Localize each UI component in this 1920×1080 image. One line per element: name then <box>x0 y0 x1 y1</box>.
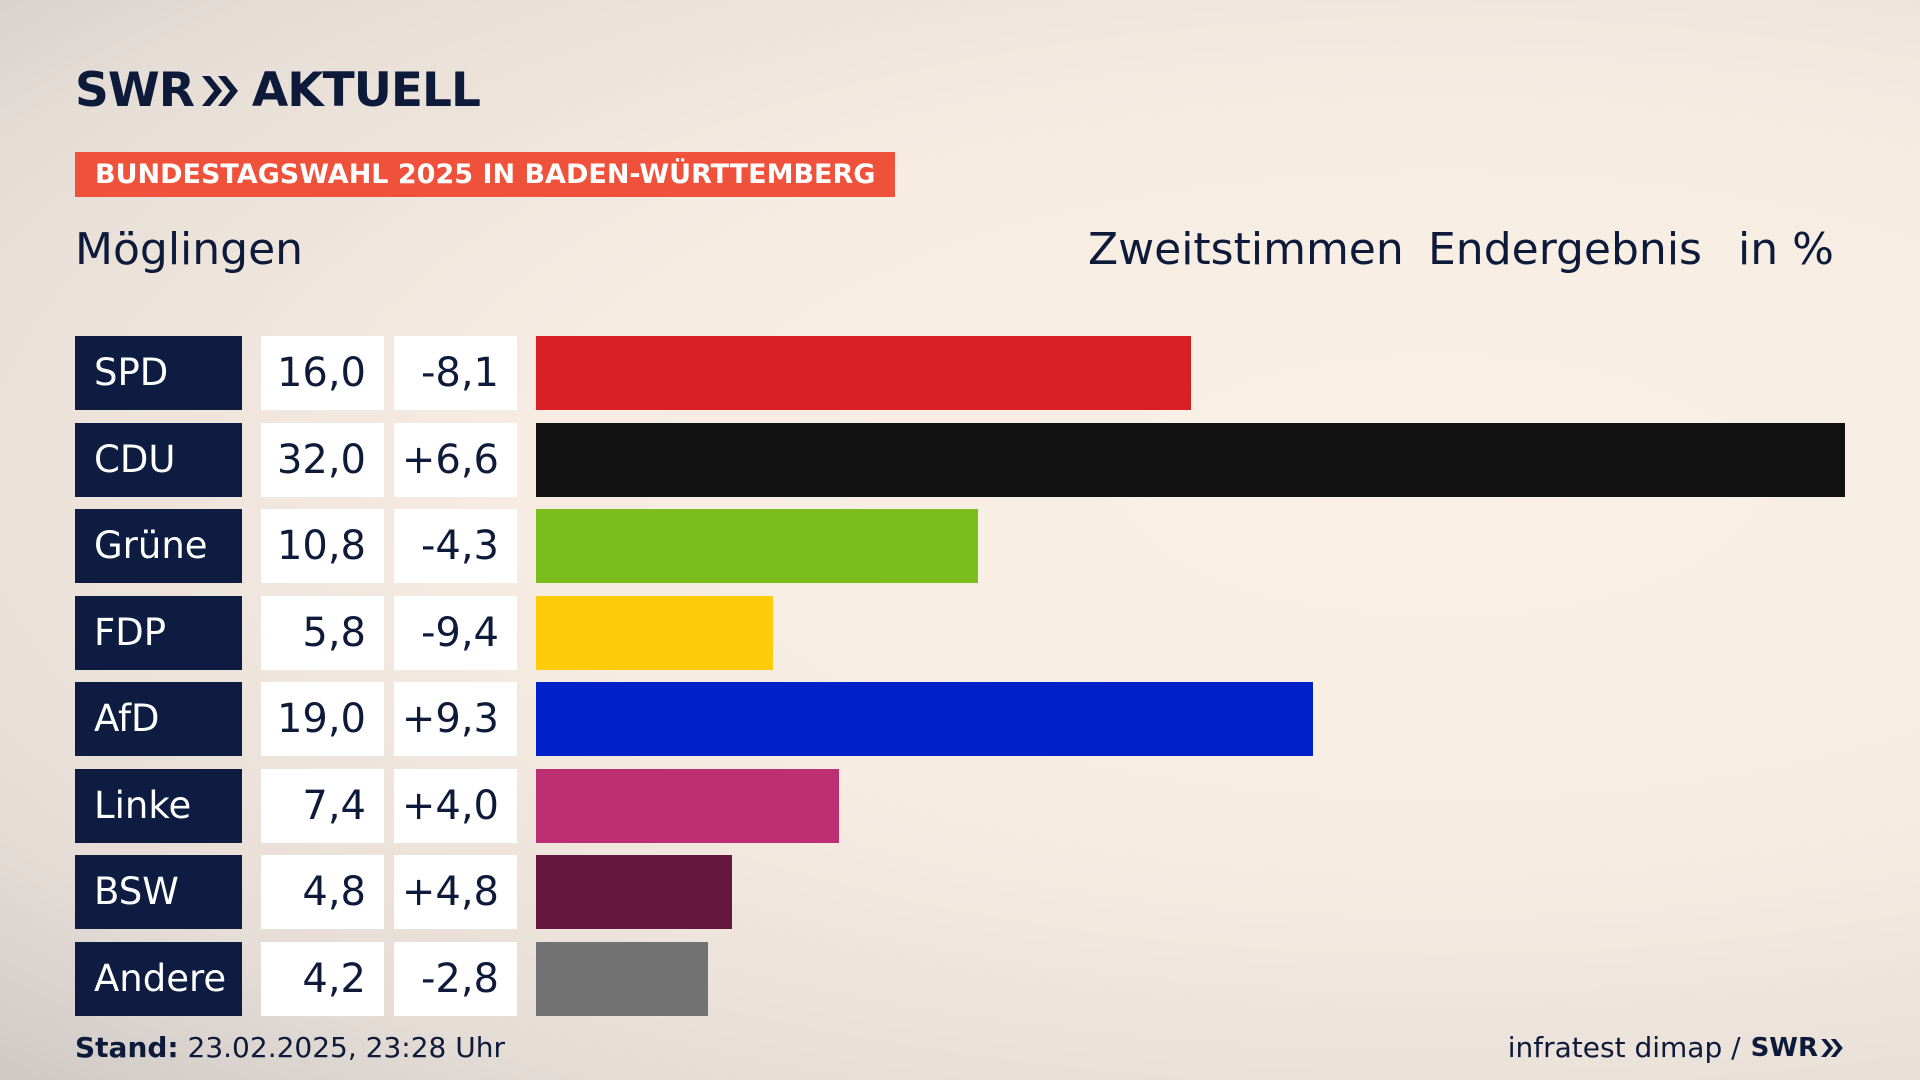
logo-sub-text: AKTUELL <box>251 63 481 118</box>
result-row: Grüne 10,8 -4,3 <box>75 509 1845 583</box>
vote-change-value: -9,4 <box>394 595 517 670</box>
small-swr-logo: SWR <box>1750 1033 1818 1063</box>
party-label: Andere <box>75 941 242 1016</box>
logo-main-text: SWR <box>75 63 195 118</box>
result-row: Andere 4,2 -2,8 <box>75 941 1845 1016</box>
party-label: BSW <box>75 855 242 929</box>
election-banner: BUNDESTAGSWAHL 2025 IN BADEN-WÜRTTEMBERG <box>75 152 896 197</box>
vote-share-value: 4,8 <box>261 855 384 929</box>
result-row: CDU 32,0 +6,6 <box>75 422 1845 497</box>
result-bar <box>536 941 708 1016</box>
vote-change-value: +9,3 <box>394 682 517 756</box>
result-bar <box>536 682 1314 756</box>
result-row: AfD 19,0 +9,3 <box>75 682 1845 756</box>
result-row: SPD 16,0 -8,1 <box>75 336 1845 410</box>
vote-share-value: 19,0 <box>261 682 384 756</box>
column-header-zweitstimmen: Zweitstimmen <box>1088 224 1404 275</box>
party-label: SPD <box>75 336 242 410</box>
party-label: Grüne <box>75 509 242 583</box>
vote-share-value: 5,8 <box>261 595 384 670</box>
stand-label: Stand: <box>75 1031 179 1064</box>
result-row: BSW 4,8 +4,8 <box>75 855 1845 929</box>
timestamp: Stand: 23.02.2025, 23:28 Uhr <box>75 1030 505 1066</box>
stand-value: 23.02.2025, 23:28 Uhr <box>187 1031 505 1064</box>
party-label: Linke <box>75 768 242 843</box>
result-row: FDP 5,8 -9,4 <box>75 595 1845 670</box>
party-label: AfD <box>75 682 242 756</box>
result-bar <box>536 595 774 670</box>
vote-share-value: 16,0 <box>261 336 384 410</box>
swr-aktuell-logo: SWR AKTUELL <box>75 63 481 118</box>
result-bar <box>536 768 839 843</box>
vote-share-value: 10,8 <box>261 509 384 583</box>
result-bar <box>536 336 1191 410</box>
result-bar <box>536 855 733 929</box>
result-bar <box>536 422 1845 497</box>
vote-share-value: 4,2 <box>261 941 384 1016</box>
column-header-unit: in % <box>1738 224 1834 275</box>
double-chevron-icon <box>201 76 238 106</box>
small-double-chevron-icon <box>1821 1039 1843 1057</box>
vote-change-value: +6,6 <box>394 422 517 497</box>
vote-change-value: -2,8 <box>394 941 517 1016</box>
vote-change-value: -8,1 <box>394 336 517 410</box>
source-credit: infratest dimap / SWR <box>1508 1030 1844 1066</box>
vote-change-value: +4,0 <box>394 768 517 843</box>
vote-share-value: 32,0 <box>261 422 384 497</box>
result-row: Linke 7,4 +4,0 <box>75 768 1845 843</box>
vote-change-value: -4,3 <box>394 509 517 583</box>
place-title: Möglingen <box>75 224 304 275</box>
result-bar <box>536 509 978 583</box>
source-text: infratest dimap / <box>1507 1031 1741 1064</box>
party-label: CDU <box>75 422 242 497</box>
vote-share-value: 7,4 <box>261 768 384 843</box>
party-label: FDP <box>75 595 242 670</box>
vote-change-value: +4,8 <box>394 855 517 929</box>
column-header-endergebnis: Endergebnis <box>1428 224 1702 275</box>
